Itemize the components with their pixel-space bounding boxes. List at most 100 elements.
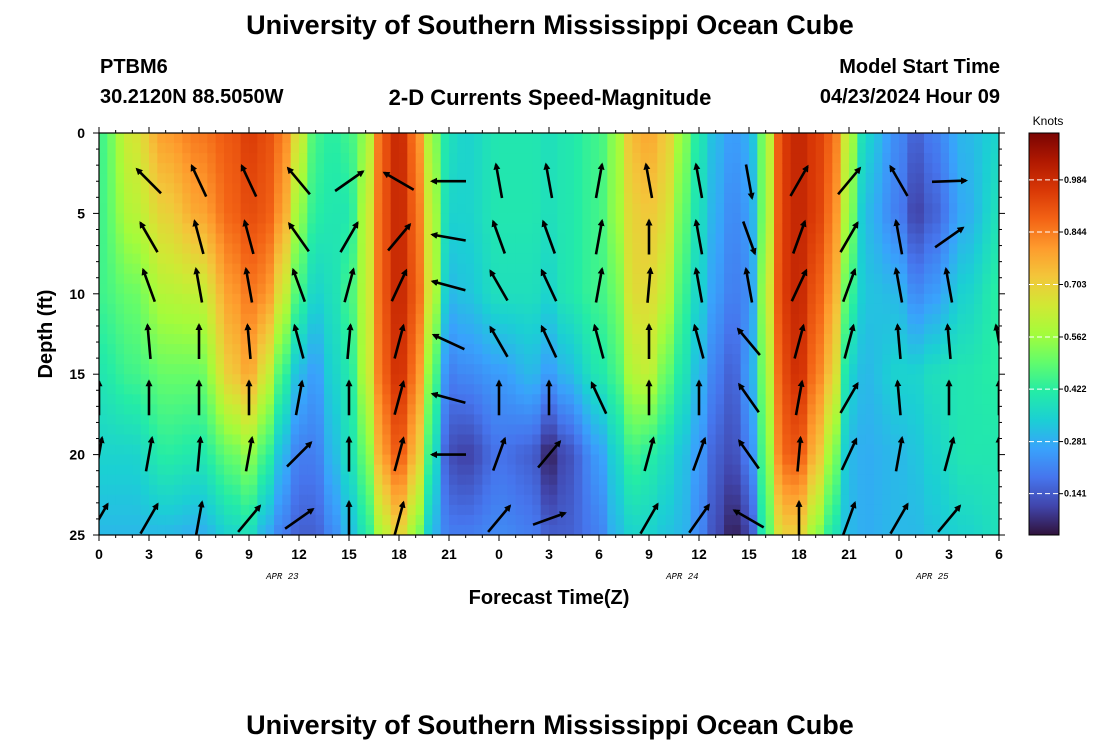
heatmap-cell — [165, 143, 175, 154]
heatmap-cell — [574, 153, 583, 164]
heatmap-cell — [574, 213, 583, 225]
heatmap-cell — [207, 504, 217, 516]
heatmap-cell — [824, 173, 833, 184]
heatmap-cell — [207, 484, 217, 496]
heatmap-cell — [599, 243, 608, 255]
heatmap-cell — [582, 504, 592, 516]
heatmap-cell — [824, 323, 833, 335]
heatmap-cell — [790, 504, 800, 516]
heatmap-cell — [190, 193, 200, 204]
heatmap-cell — [565, 344, 575, 355]
heatmap-cell — [274, 364, 283, 375]
heatmap-cell — [190, 334, 200, 345]
heatmap-cell — [982, 514, 992, 526]
current-vector-arrow — [894, 379, 902, 416]
heatmap-cell — [399, 464, 408, 476]
heatmap-cell — [874, 253, 883, 265]
heatmap-cell — [232, 173, 242, 184]
heatmap-cell — [549, 494, 558, 506]
heatmap-cell — [640, 394, 650, 405]
heatmap-cell — [499, 273, 508, 285]
heatmap-cell — [224, 434, 233, 446]
current-vector-arrow — [732, 509, 765, 529]
heatmap-cell — [507, 133, 517, 144]
heatmap-cell — [932, 454, 942, 466]
heatmap-cell — [599, 334, 608, 345]
heatmap-cell — [632, 374, 642, 385]
heatmap-cell — [757, 253, 767, 265]
current-vector-arrow — [141, 267, 157, 303]
heatmap-cell — [415, 464, 425, 476]
heatmap-cell — [832, 133, 842, 144]
heatmap-cell — [990, 283, 999, 295]
heatmap-cell — [849, 253, 858, 265]
heatmap-cell — [199, 323, 208, 335]
heatmap-cell — [874, 133, 883, 144]
heatmap-cell — [857, 484, 867, 496]
heatmap-cell — [682, 263, 692, 275]
heatmap-cell — [724, 354, 733, 365]
heatmap-cell — [299, 474, 308, 486]
heatmap-cell — [832, 514, 842, 526]
heatmap-cell — [557, 273, 567, 285]
heatmap-cell — [990, 364, 999, 375]
heatmap-cell — [949, 153, 958, 164]
heatmap-cell — [274, 233, 283, 245]
heatmap-cell — [357, 293, 367, 305]
heatmap-cell — [407, 283, 417, 295]
heatmap-cell — [490, 203, 500, 214]
heatmap-cell — [990, 394, 999, 405]
heatmap-cell — [540, 303, 550, 315]
heatmap-cell — [282, 203, 292, 214]
heatmap-cell — [449, 323, 458, 335]
heatmap-cell — [932, 273, 942, 285]
heatmap-cell — [449, 404, 458, 415]
heatmap-cell — [515, 344, 525, 355]
heatmap-cell — [415, 394, 425, 405]
heatmap-cell — [857, 444, 867, 456]
heatmap-cell — [290, 223, 300, 235]
heatmap-cell — [657, 153, 667, 164]
heatmap-cell — [99, 253, 108, 265]
heatmap-cell — [865, 293, 875, 305]
heatmap-cell — [790, 464, 800, 476]
heatmap-cell — [332, 484, 342, 496]
heatmap-cell — [365, 504, 375, 516]
heatmap-cell — [940, 334, 950, 345]
heatmap-cell — [207, 263, 217, 275]
heatmap-cell — [549, 283, 558, 295]
heatmap-cell — [157, 153, 167, 164]
heatmap-cell — [315, 243, 325, 255]
heatmap-cell — [474, 173, 483, 184]
heatmap-cell — [115, 334, 125, 345]
heatmap-cell — [349, 474, 358, 486]
heatmap-cell — [765, 504, 775, 516]
heatmap-cell — [732, 203, 742, 214]
heatmap-cell — [457, 303, 467, 315]
heatmap-cell — [490, 143, 500, 154]
heatmap-cell — [940, 504, 950, 516]
heatmap-cell — [624, 394, 633, 405]
heatmap-cell — [674, 464, 683, 476]
heatmap-cell — [690, 424, 700, 436]
heatmap-cell — [874, 404, 883, 415]
heatmap-cell — [457, 323, 467, 335]
heatmap-cell — [624, 263, 633, 275]
heatmap-cell — [132, 263, 142, 275]
heatmap-cell — [682, 394, 692, 405]
heatmap-cell — [915, 454, 925, 466]
heatmap-cell — [690, 313, 700, 325]
heatmap-cell — [449, 223, 458, 235]
heatmap-cell — [449, 354, 458, 365]
heatmap-cell — [507, 293, 517, 305]
heatmap-cell — [407, 193, 417, 204]
heatmap-cell — [715, 414, 725, 426]
heatmap-cell — [782, 233, 792, 245]
heatmap-cell — [449, 303, 458, 315]
heatmap-cell — [924, 273, 933, 285]
heatmap-cell — [224, 143, 233, 154]
heatmap-cell — [324, 193, 333, 204]
heatmap-cell — [290, 474, 300, 486]
heatmap-cell — [957, 143, 967, 154]
heatmap-cell — [257, 283, 267, 295]
